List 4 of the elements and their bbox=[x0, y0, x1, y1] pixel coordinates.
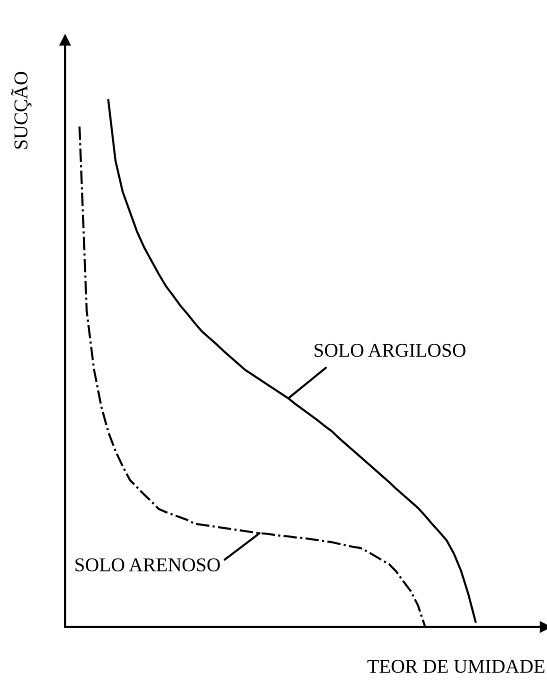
y-axis-title: SUCÇÃO bbox=[11, 72, 32, 149]
text: SOLO ARGILOSO bbox=[314, 344, 466, 357]
x-axis-title: TEOR DE UMIDADE bbox=[367, 660, 544, 673]
series-label: SOLO ARENOSO bbox=[76, 558, 220, 572]
